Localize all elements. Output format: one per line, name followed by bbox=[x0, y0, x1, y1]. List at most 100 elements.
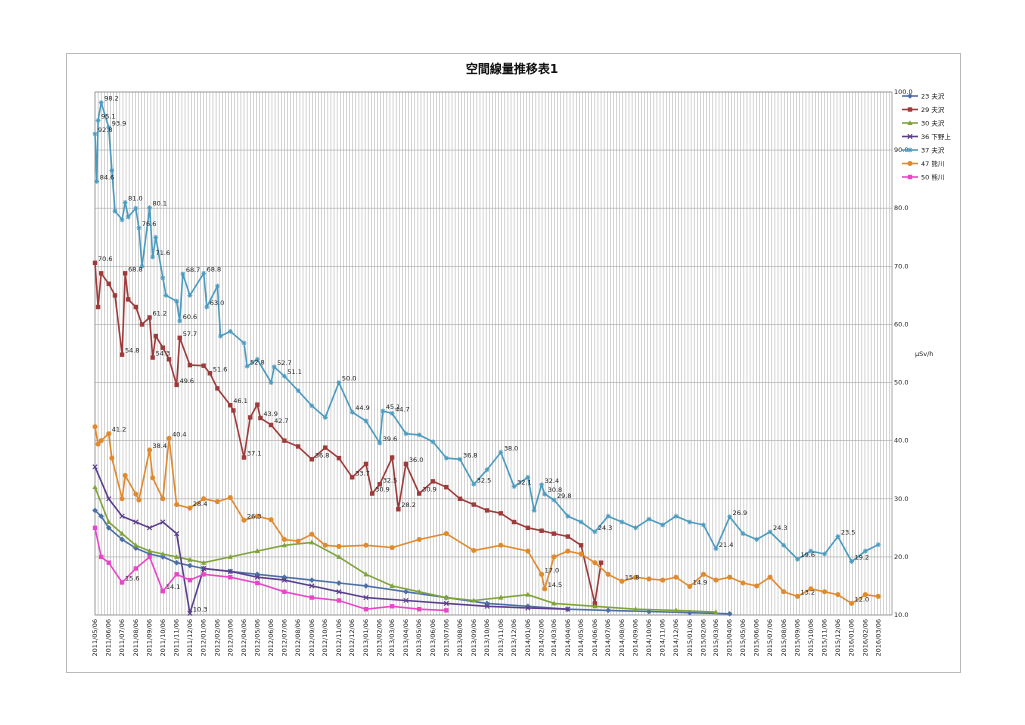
data-point bbox=[177, 335, 182, 341]
data-point bbox=[380, 408, 386, 414]
x-tick-label: 2011/06/06 bbox=[105, 619, 113, 656]
data-point bbox=[180, 271, 186, 277]
data-label: 41.2 bbox=[112, 426, 126, 434]
data-label: 49.6 bbox=[180, 377, 194, 385]
data-label: 30.9 bbox=[422, 486, 436, 494]
data-label: 36.8 bbox=[315, 451, 329, 459]
data-point bbox=[122, 200, 128, 205]
data-point bbox=[231, 408, 236, 413]
data-point bbox=[309, 457, 315, 462]
data-point bbox=[511, 519, 517, 525]
data-label: 10.3 bbox=[193, 605, 207, 613]
x-tick-label: 2012/07/06 bbox=[280, 619, 288, 656]
data-point bbox=[106, 560, 111, 565]
data-point bbox=[201, 559, 207, 565]
data-point bbox=[322, 415, 328, 420]
data-point bbox=[417, 491, 422, 496]
y-tick-label: 40.0 bbox=[894, 437, 908, 445]
y-tick-label: 50.0 bbox=[894, 379, 908, 387]
data-point bbox=[254, 574, 260, 580]
data-point bbox=[322, 445, 328, 450]
data-point bbox=[112, 293, 118, 298]
data-point bbox=[443, 600, 449, 606]
data-point bbox=[282, 589, 287, 594]
data-point bbox=[484, 508, 490, 513]
x-tick-label: 2013/10/06 bbox=[483, 619, 491, 656]
x-tick-label: 2014/10/06 bbox=[645, 619, 653, 656]
data-label: 14.5 bbox=[548, 581, 562, 589]
x-tick-label: 2013/01/06 bbox=[362, 619, 370, 656]
data-point bbox=[133, 542, 139, 548]
data-point bbox=[122, 271, 128, 276]
data-label: 68.7 bbox=[186, 266, 200, 274]
data-point bbox=[227, 495, 233, 501]
data-label: 43.9 bbox=[263, 410, 277, 418]
x-tick-label: 2012/04/06 bbox=[240, 619, 248, 656]
data-point bbox=[471, 481, 477, 487]
data-point bbox=[163, 292, 169, 298]
data-point bbox=[363, 542, 369, 548]
data-point bbox=[396, 507, 401, 512]
data-point bbox=[369, 491, 375, 496]
data-point bbox=[592, 601, 598, 606]
x-tick-label: 2012/08/06 bbox=[294, 619, 302, 656]
legend-label: 29 夫沢 bbox=[921, 105, 945, 114]
data-point bbox=[146, 525, 153, 531]
data-point bbox=[92, 260, 98, 266]
series-line bbox=[94, 509, 730, 615]
data-point bbox=[160, 275, 166, 281]
x-tick-label: 2012/03/06 bbox=[226, 619, 234, 656]
data-point bbox=[592, 529, 598, 535]
data-point bbox=[119, 530, 125, 536]
data-label: 26.3 bbox=[247, 512, 261, 520]
x-tick-label: 2013/02/06 bbox=[376, 619, 384, 656]
data-point bbox=[268, 422, 274, 428]
data-point bbox=[106, 496, 112, 502]
data-point bbox=[173, 559, 180, 566]
data-point bbox=[227, 554, 233, 559]
data-point bbox=[133, 304, 139, 310]
data-point bbox=[673, 607, 679, 613]
data-label: 68.8 bbox=[128, 265, 142, 273]
data-point bbox=[160, 345, 166, 350]
data-point bbox=[673, 574, 679, 580]
data-point bbox=[660, 522, 666, 528]
data-point bbox=[907, 93, 913, 99]
data-point bbox=[363, 583, 369, 589]
series-line bbox=[94, 262, 602, 604]
data-point bbox=[241, 340, 247, 346]
y-tick-label: 70.0 bbox=[894, 262, 908, 270]
data-point bbox=[187, 362, 193, 368]
data-point bbox=[701, 571, 707, 577]
data-point bbox=[187, 292, 193, 298]
data-point bbox=[363, 461, 369, 467]
data-label: 13.2 bbox=[801, 588, 815, 596]
series-6 bbox=[92, 525, 449, 613]
data-point bbox=[160, 519, 166, 525]
x-tick-label: 2013/11/06 bbox=[497, 619, 505, 656]
data-point bbox=[187, 556, 193, 562]
data-point bbox=[119, 513, 125, 519]
x-tick-label: 2015/11/06 bbox=[821, 619, 829, 656]
data-point bbox=[268, 517, 274, 523]
data-point bbox=[255, 580, 260, 586]
data-point bbox=[228, 403, 233, 408]
data-point bbox=[119, 352, 125, 357]
data-point bbox=[713, 546, 719, 552]
data-point bbox=[389, 604, 395, 609]
data-point bbox=[498, 542, 504, 548]
data-point bbox=[336, 580, 342, 586]
data-point bbox=[281, 373, 287, 379]
data-point bbox=[767, 529, 773, 535]
data-point bbox=[835, 592, 841, 598]
data-point bbox=[119, 217, 125, 223]
legend-label: 23 夫沢 bbox=[921, 91, 945, 100]
data-label: 52.7 bbox=[277, 359, 291, 367]
data-point bbox=[767, 574, 773, 580]
data-label: 21.4 bbox=[719, 541, 733, 549]
data-point bbox=[309, 583, 315, 589]
data-label: 29.8 bbox=[557, 492, 571, 500]
data-point bbox=[862, 548, 868, 554]
data-label: 19.2 bbox=[855, 554, 869, 562]
data-point bbox=[336, 380, 342, 385]
